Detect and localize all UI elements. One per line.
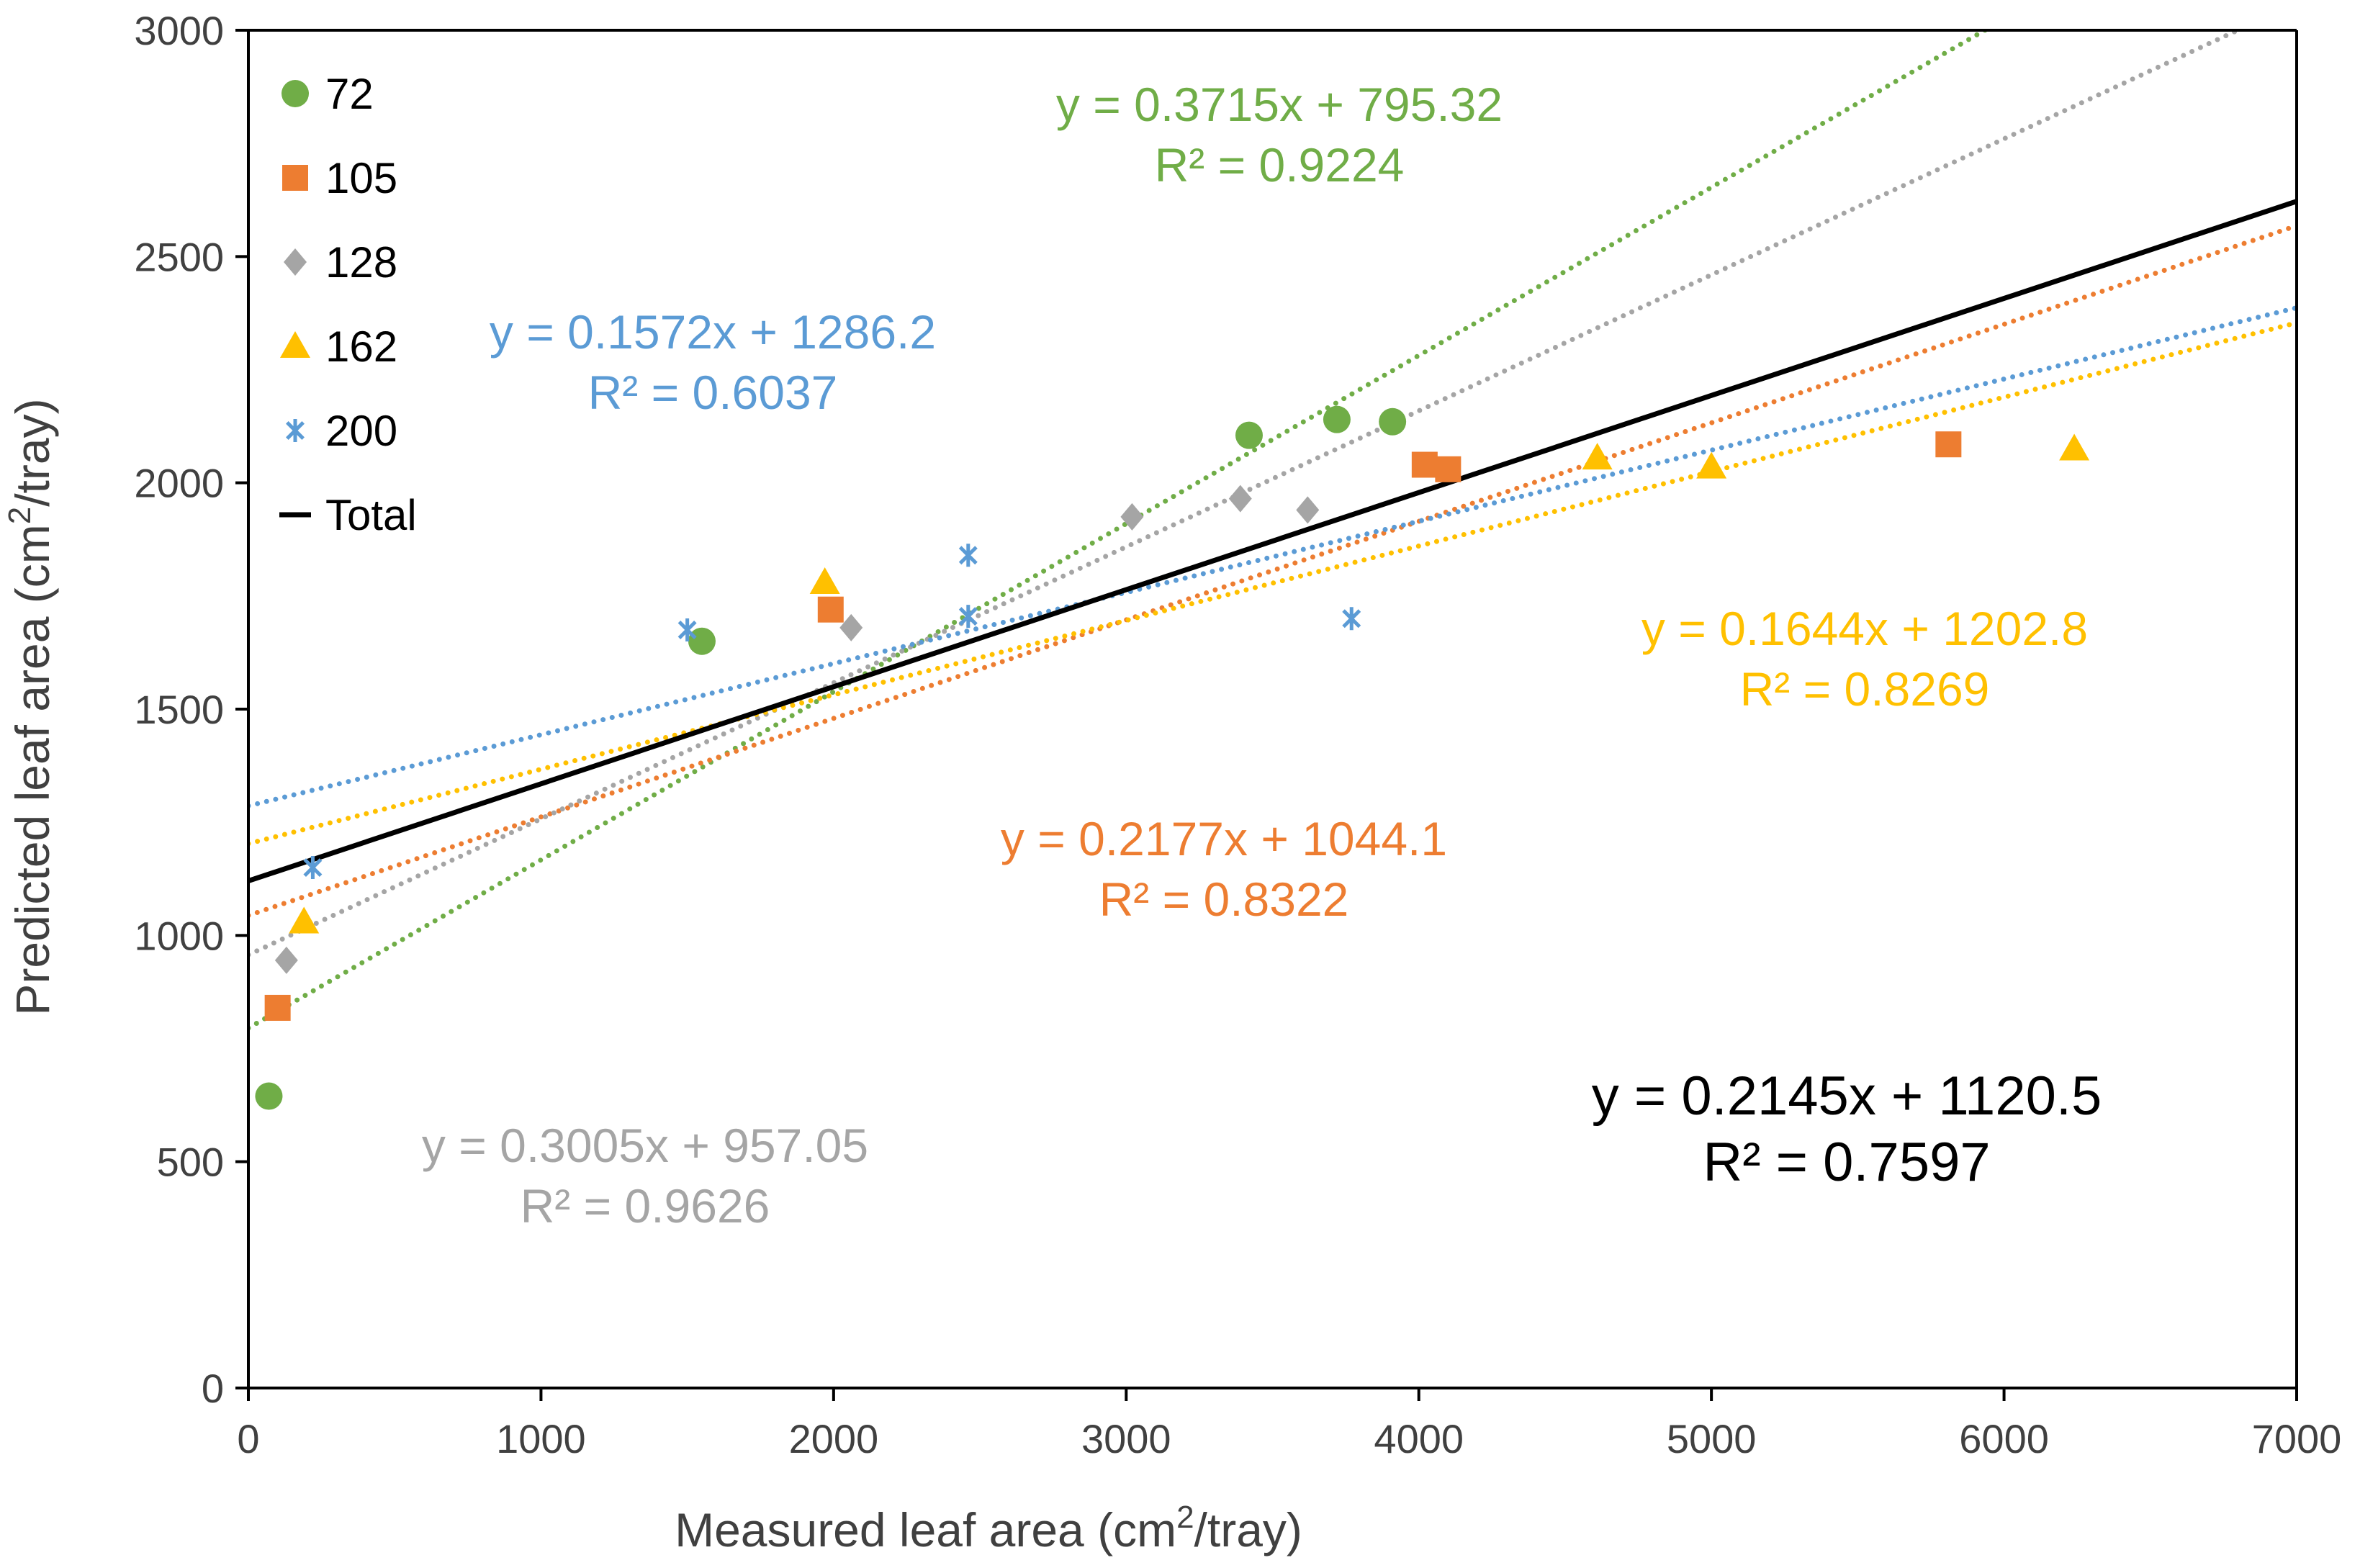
y-tick-label: 3000 bbox=[134, 8, 224, 53]
r2-72: R² = 0.9224 bbox=[1155, 138, 1405, 192]
legend-marker-72 bbox=[282, 80, 309, 107]
y-axis-title-main: Predicted leaf area (cm bbox=[6, 524, 59, 1015]
legend-label-200: 200 bbox=[325, 407, 397, 455]
eq-200: y = 0.1572x + 1286.2 bbox=[490, 305, 936, 359]
point-72 bbox=[1323, 405, 1351, 433]
x-tick-label: 7000 bbox=[2252, 1416, 2342, 1461]
y-axis-title-sup: 2 bbox=[2, 507, 37, 524]
x-tick-label: 1000 bbox=[496, 1416, 586, 1461]
trendline-162 bbox=[248, 320, 2297, 847]
data-points bbox=[255, 405, 2090, 1110]
point-200 bbox=[1342, 607, 1361, 631]
legend-label-105: 105 bbox=[325, 154, 397, 202]
y-tick-label: 500 bbox=[157, 1140, 224, 1185]
y-axis-title-end: /tray) bbox=[6, 398, 59, 506]
r2-total: R² = 0.7597 bbox=[1703, 1132, 1990, 1193]
trendlines bbox=[248, 30, 2297, 1031]
eq-128: y = 0.3005x + 957.05 bbox=[422, 1119, 868, 1172]
point-105 bbox=[1411, 451, 1438, 478]
x-tick-label: 6000 bbox=[1959, 1416, 2049, 1461]
point-105 bbox=[264, 994, 291, 1021]
x-tick-label: 5000 bbox=[1667, 1416, 1757, 1461]
x-tick-label: 4000 bbox=[1374, 1416, 1464, 1461]
trendline-total bbox=[248, 199, 2297, 883]
r2-105: R² = 0.8322 bbox=[1099, 873, 1349, 926]
legend-marker-200 bbox=[286, 419, 305, 442]
x-axis-title-sup: 2 bbox=[1176, 1500, 1194, 1535]
legend-label-72: 72 bbox=[325, 70, 374, 118]
y-tick-label: 1500 bbox=[134, 687, 224, 732]
eq-total: y = 0.2145x + 1120.5 bbox=[1592, 1065, 2102, 1127]
point-128 bbox=[1120, 503, 1144, 531]
legend-label-total: Total bbox=[325, 491, 417, 539]
point-162 bbox=[289, 906, 320, 934]
y-tick-label: 2000 bbox=[134, 461, 224, 506]
annotation-128: y = 0.3005x + 957.05 R² = 0.9626 bbox=[422, 1119, 868, 1233]
x-axis-ticks: 0 1000 2000 3000 4000 5000 6000 7000 bbox=[237, 1388, 2341, 1461]
point-162 bbox=[2059, 433, 2090, 461]
r2-162: R² = 0.8269 bbox=[1740, 662, 1990, 716]
legend-label-162: 162 bbox=[325, 323, 397, 371]
annotation-total: y = 0.2145x + 1120.5 R² = 0.7597 bbox=[1592, 1065, 2102, 1193]
trendline-200 bbox=[248, 305, 2297, 808]
legend-label-128: 128 bbox=[325, 238, 397, 287]
point-128 bbox=[839, 613, 863, 641]
eq-105: y = 0.2177x + 1044.1 bbox=[1001, 812, 1447, 865]
y-axis-title: Predicted leaf area (cm2/tray) bbox=[2, 398, 59, 1015]
legend: 72 105 128 162 200 Total bbox=[279, 70, 417, 539]
point-200 bbox=[958, 605, 978, 628]
trendline-72 bbox=[248, 30, 1990, 1031]
y-tick-label: 0 bbox=[202, 1366, 224, 1411]
point-162 bbox=[809, 567, 840, 594]
axes: 0 1000 2000 3000 4000 5000 6000 7000 0 500 1000 15… bbox=[134, 8, 2341, 1461]
point-200 bbox=[958, 544, 978, 567]
eq-162: y = 0.1644x + 1202.8 bbox=[1641, 602, 2088, 655]
eq-72: y = 0.3715x + 795.32 bbox=[1056, 78, 1503, 131]
point-128 bbox=[1228, 485, 1252, 513]
trendline-128 bbox=[248, 30, 2244, 958]
point-162 bbox=[1696, 451, 1727, 479]
point-128 bbox=[274, 946, 298, 974]
legend-marker-128 bbox=[284, 248, 307, 276]
point-72 bbox=[688, 627, 716, 655]
total-trendline-layer bbox=[248, 199, 2297, 883]
annotation-72: y = 0.3715x + 795.32 R² = 0.9224 bbox=[1056, 78, 1503, 192]
point-72 bbox=[1379, 407, 1407, 436]
annotation-105: y = 0.2177x + 1044.1 R² = 0.8322 bbox=[1001, 812, 1447, 926]
point-72 bbox=[255, 1082, 283, 1110]
annotation-162: y = 0.1644x + 1202.8 R² = 0.8269 bbox=[1641, 602, 2088, 716]
r2-128: R² = 0.9626 bbox=[521, 1179, 770, 1233]
x-axis-title-main: Measured leaf area (cm bbox=[675, 1503, 1176, 1556]
y-axis-ticks: 0 500 1000 1500 2000 2500 3000 bbox=[134, 8, 248, 1411]
point-105 bbox=[817, 596, 844, 623]
x-tick-label: 3000 bbox=[1081, 1416, 1171, 1461]
x-tick-label: 2000 bbox=[789, 1416, 879, 1461]
y-tick-label: 1000 bbox=[134, 913, 224, 958]
y-tick-label: 2500 bbox=[134, 234, 224, 279]
x-tick-label: 0 bbox=[237, 1416, 259, 1461]
point-105 bbox=[1435, 456, 1462, 482]
r2-200: R² = 0.6037 bbox=[588, 366, 838, 419]
point-200 bbox=[677, 618, 697, 641]
point-105 bbox=[1935, 431, 1962, 458]
plot-area bbox=[248, 30, 2297, 1110]
point-72 bbox=[1235, 421, 1263, 449]
x-axis-title: Measured leaf area (cm2/tray) bbox=[675, 1500, 1302, 1556]
point-200 bbox=[303, 856, 323, 880]
point-128 bbox=[1296, 496, 1320, 524]
legend-marker-162 bbox=[280, 331, 310, 358]
point-162 bbox=[1582, 443, 1613, 470]
x-axis-title-end: /tray) bbox=[1194, 1503, 1302, 1556]
annotation-200: y = 0.1572x + 1286.2 R² = 0.6037 bbox=[490, 305, 936, 419]
legend-marker-105 bbox=[282, 165, 308, 191]
